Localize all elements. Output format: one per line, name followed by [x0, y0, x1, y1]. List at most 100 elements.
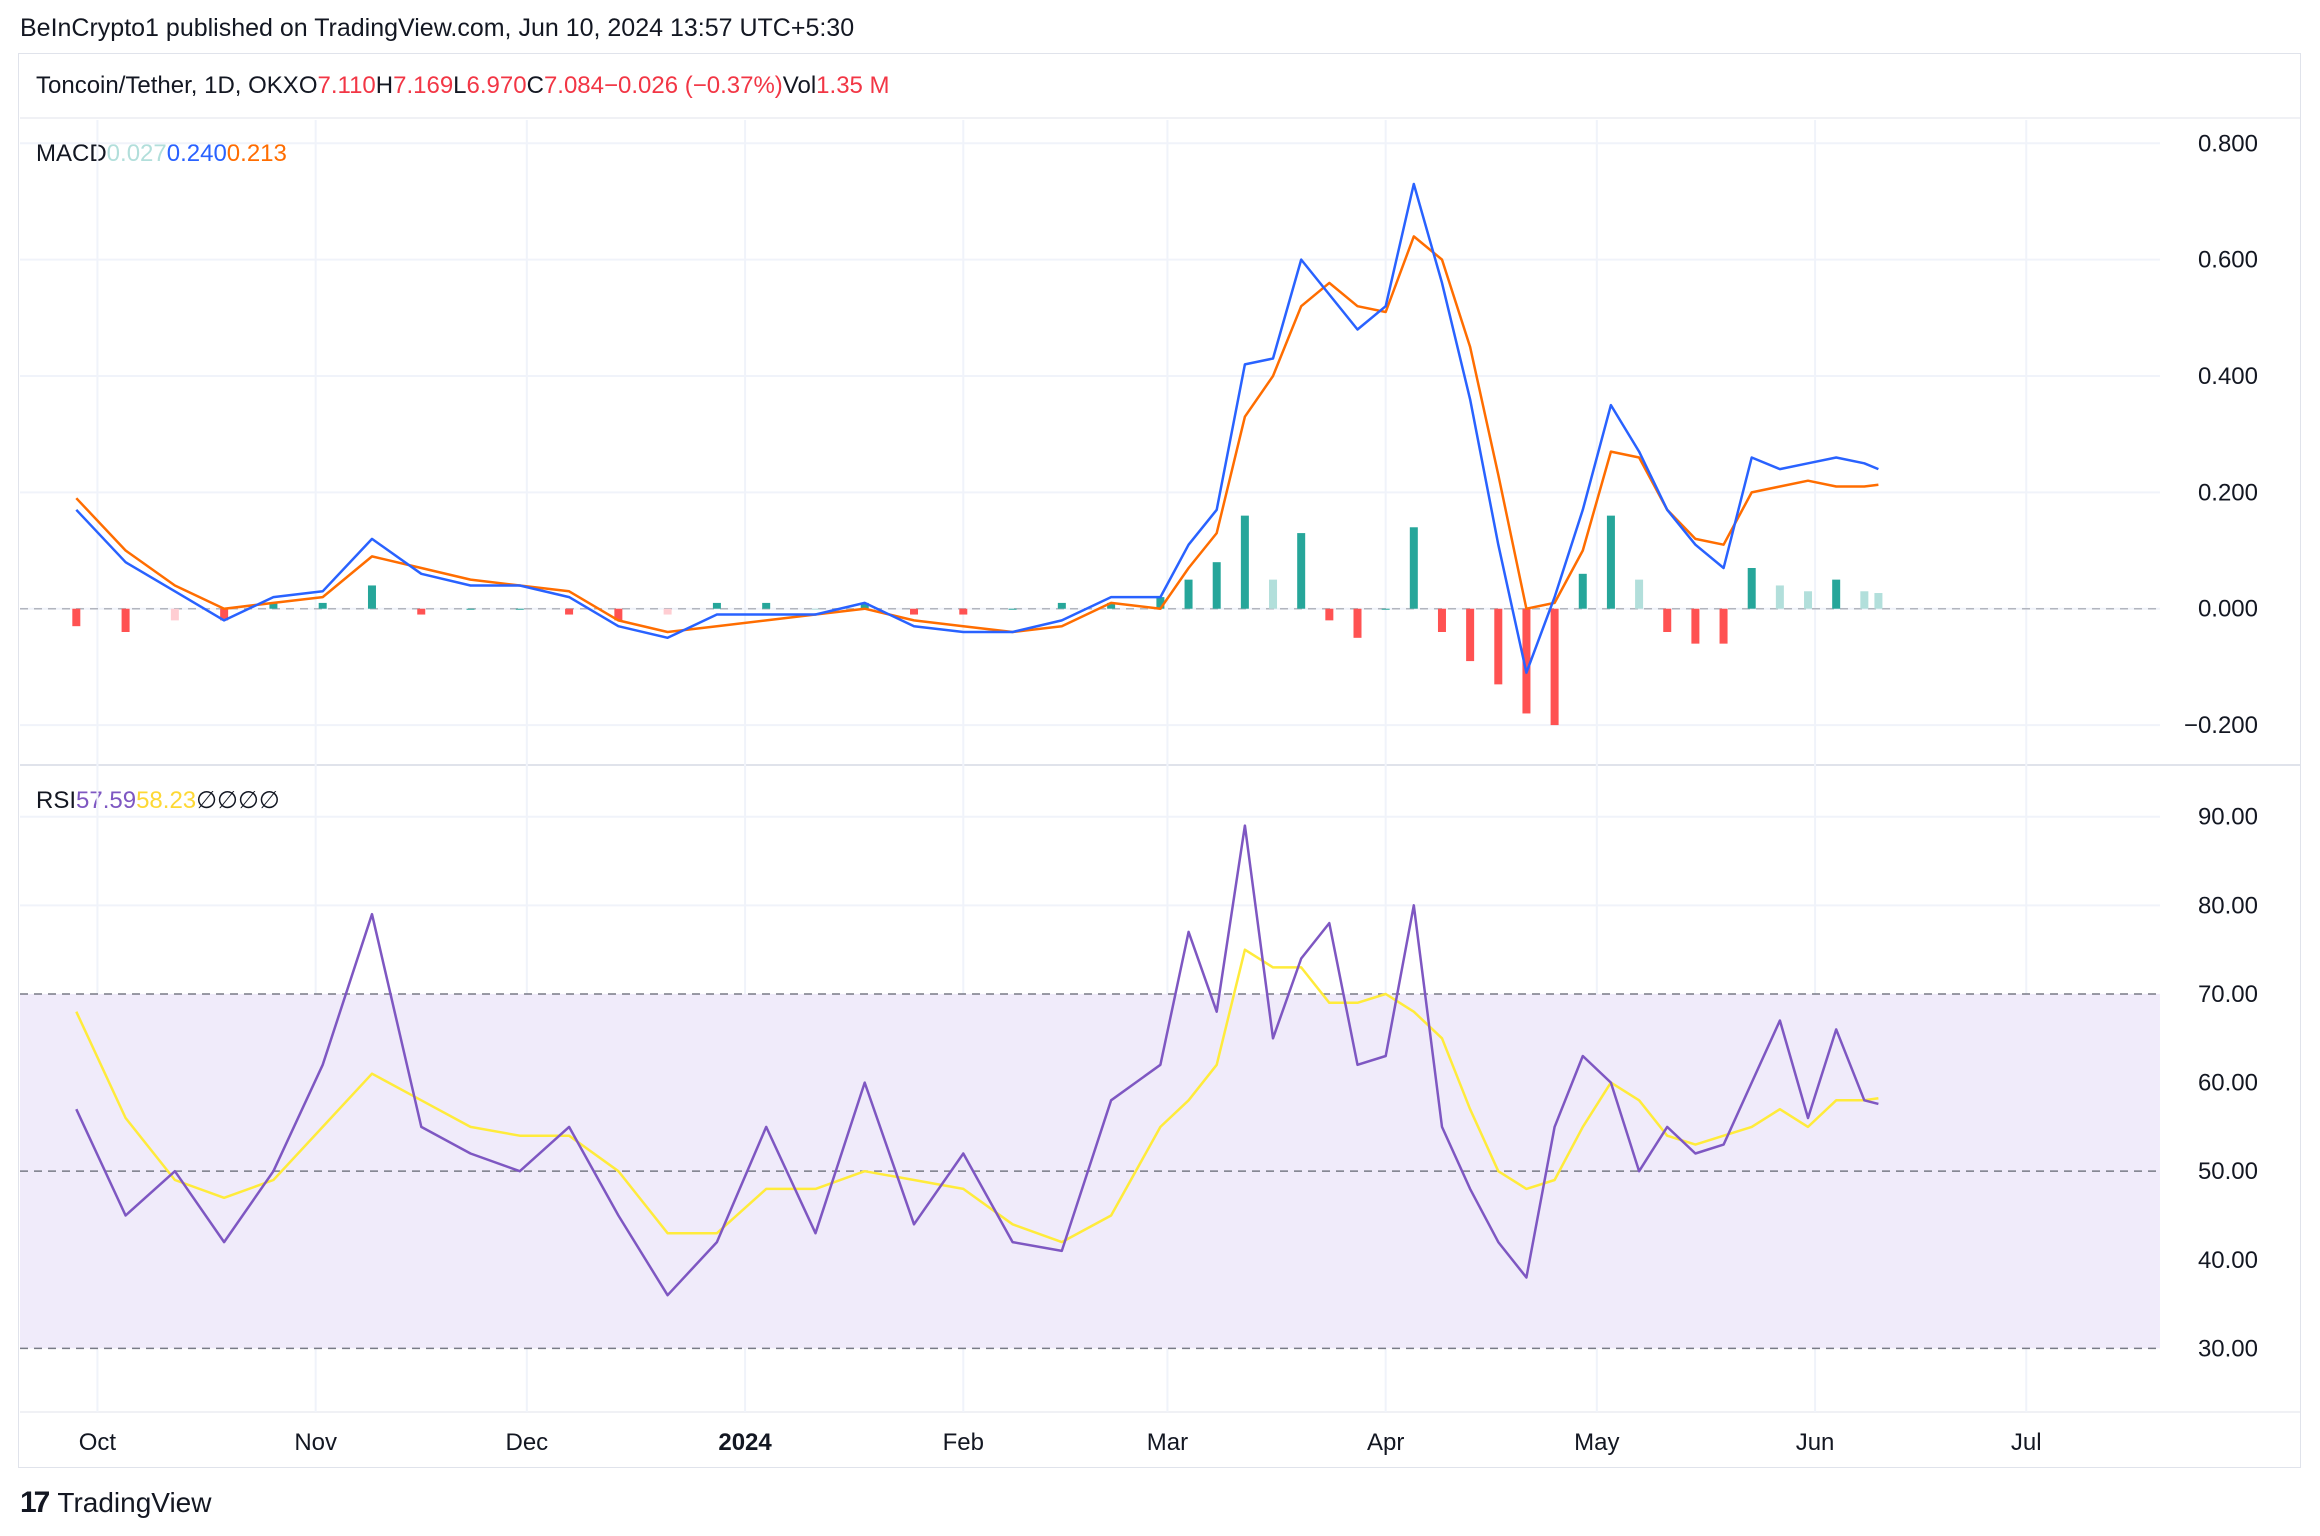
symbol-legend: Toncoin/Tether, 1D, OKXO7.110H7.169L6.97… — [36, 72, 890, 100]
macd-histogram-bar — [1747, 568, 1756, 609]
macd-y-tick-label: 0.200 — [2198, 479, 2258, 506]
macd-histogram-bar — [170, 608, 179, 621]
open-label: O — [298, 72, 318, 99]
tradingview-brand: TradingView — [57, 1487, 212, 1518]
x-tick-label: Jun — [1796, 1429, 1835, 1456]
high-label: H — [375, 72, 394, 99]
macd-histogram-bar — [1550, 608, 1559, 726]
macd-histogram-bar — [565, 608, 574, 615]
macd-histogram-bar — [1184, 579, 1193, 609]
macd-histogram-bar — [959, 608, 968, 615]
rsi-title: RSI — [36, 787, 77, 814]
macd-histogram-bar — [466, 608, 475, 610]
macd-histogram-bar — [1409, 527, 1418, 609]
x-tick-label: 2024 — [718, 1429, 772, 1456]
volume-label: Vol — [782, 72, 817, 99]
macd-signal-value: 0.213 — [226, 140, 287, 167]
macd-histogram-bar — [1437, 608, 1446, 632]
na-value: ∅ — [217, 787, 238, 814]
macd-histogram-bar — [1606, 515, 1615, 609]
macd-title: MACD — [36, 140, 107, 167]
macd-y-tick-label: 0.800 — [2198, 130, 2258, 157]
rsi-y-tick-label: 50.00 — [2198, 1158, 2258, 1185]
rsi-value: 57.59 — [76, 787, 137, 814]
rsi-y-tick-label: 90.00 — [2198, 804, 2258, 831]
tradingview-logo-icon: 17 — [20, 1486, 50, 1519]
rsi-y-tick-label: 60.00 — [2198, 1070, 2258, 1097]
macd-histogram-bar — [1775, 585, 1784, 609]
macd-histogram-bar — [1860, 591, 1869, 609]
macd-histogram-bar — [663, 608, 672, 615]
rsi-ma-line — [75, 948, 1879, 1244]
macd-histogram-bar — [1832, 579, 1841, 609]
macd-histogram-bar — [1057, 602, 1066, 609]
tradingview-logo[interactable]: 17 TradingView — [20, 1486, 211, 1520]
rsi-pane[interactable] — [20, 824, 2160, 1350]
macd-histogram-bar — [318, 602, 327, 609]
macd-y-tick-label: 0.000 — [2198, 596, 2258, 623]
rsi-y-tick-label: 70.00 — [2198, 981, 2258, 1008]
change-value: −0.026 (−0.37%) — [604, 72, 783, 99]
macd-histogram-bar — [1381, 608, 1390, 610]
macd-histogram-bar — [1325, 608, 1334, 621]
macd-histogram-bar — [811, 608, 820, 610]
macd-histogram-bar — [910, 608, 919, 615]
x-tick-label: Feb — [943, 1429, 984, 1456]
x-tick-label: Dec — [505, 1429, 548, 1456]
macd-histogram-bar — [1874, 593, 1883, 609]
macd-histogram-bar — [1107, 602, 1116, 609]
macd-histogram-bar — [72, 608, 81, 627]
macd-y-tick-label: −0.200 — [2184, 712, 2258, 739]
volume-value: 1.35 M — [816, 72, 890, 99]
close-label: C — [526, 72, 544, 99]
macd-histogram-bar — [1353, 608, 1362, 638]
x-tick-label: Oct — [79, 1429, 117, 1456]
macd-histogram-bar — [614, 608, 623, 621]
macd-histogram-bar — [1269, 579, 1278, 609]
high-value: 7.169 — [393, 72, 454, 99]
macd-histogram-bar — [860, 602, 869, 609]
macd-line-value: 0.240 — [166, 140, 227, 167]
x-tick-label: Apr — [1367, 1429, 1404, 1456]
rsi-y-tick-label: 30.00 — [2198, 1335, 2258, 1362]
macd-histogram-bar — [269, 602, 278, 609]
na-value: ∅ — [237, 787, 259, 814]
macd-histogram-bar — [762, 602, 771, 609]
x-tick-label: Mar — [1147, 1429, 1188, 1456]
macd-hist-value: 0.027 — [106, 140, 167, 167]
publisher-caption: BeInCrypto1 published on TradingView.com… — [20, 14, 855, 42]
macd-histogram-bar — [712, 602, 721, 609]
x-tick-label: May — [1574, 1429, 1619, 1456]
macd-histogram-bar — [1297, 533, 1306, 609]
rsi-legend: RSI57.5958.23∅∅∅∅ — [36, 786, 280, 815]
macd-legend: MACD0.0270.2400.213 — [36, 140, 287, 168]
macd-histogram-bar — [367, 585, 376, 609]
na-value: ∅ — [258, 787, 280, 814]
axis-layer: Oct Nov Dec 2024 Feb Mar Apr May Jun Jul 0.800 0.60… — [79, 130, 2258, 1456]
macd-histogram-bar — [1522, 608, 1531, 714]
open-value: 7.110 — [317, 72, 376, 99]
macd-y-tick-label: 0.600 — [2198, 247, 2258, 274]
macd-histogram-bar — [1635, 579, 1644, 609]
macd-histogram-bar — [1804, 591, 1813, 609]
rsi-line — [75, 824, 1879, 1297]
macd-histogram-bar — [515, 608, 524, 610]
close-value: 7.084 — [543, 72, 604, 99]
macd-line — [75, 182, 1879, 674]
macd-histogram-bar — [1466, 608, 1475, 662]
na-value: ∅ — [196, 787, 218, 814]
macd-y-tick-label: 0.400 — [2198, 363, 2258, 390]
x-tick-label: Jul — [2011, 1429, 2042, 1456]
macd-histogram-bar — [417, 608, 426, 615]
symbol-name: Toncoin/Tether, 1D, OKX — [36, 72, 299, 99]
x-tick-label: Nov — [294, 1429, 337, 1456]
macd-histogram-bar — [1578, 573, 1587, 609]
macd-histogram-bar — [220, 608, 229, 621]
macd-histogram-bar — [121, 608, 130, 632]
low-value: 6.970 — [466, 72, 527, 99]
macd-pane[interactable] — [20, 182, 2160, 726]
rsi-y-tick-label: 80.00 — [2198, 892, 2258, 919]
macd-histogram-bar — [1663, 608, 1672, 632]
rsi-y-tick-label: 40.00 — [2198, 1247, 2258, 1274]
